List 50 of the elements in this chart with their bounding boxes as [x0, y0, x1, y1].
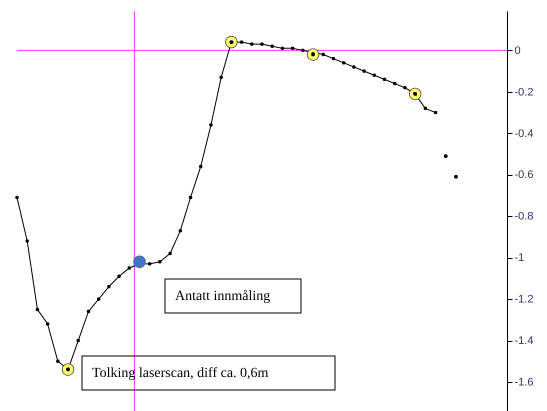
point — [444, 154, 448, 158]
point — [76, 338, 80, 342]
y-tick-label: -1.4 — [514, 335, 534, 348]
point — [362, 69, 366, 73]
point — [250, 42, 254, 46]
point — [86, 310, 90, 314]
y-tick-label: -0.4 — [514, 128, 534, 140]
point — [168, 252, 172, 256]
point — [352, 65, 356, 69]
point — [290, 46, 294, 50]
y-tick-label: 0 — [514, 44, 521, 57]
annotation: Antatt innmåling — [175, 289, 270, 304]
point — [209, 123, 213, 127]
point — [434, 110, 438, 114]
y-tick-label: -0.6 — [514, 169, 534, 182]
point — [342, 61, 346, 65]
point — [322, 52, 325, 56]
point — [158, 260, 162, 264]
point — [403, 86, 407, 90]
point — [107, 284, 111, 288]
point — [332, 56, 336, 60]
point — [382, 78, 386, 82]
point — [56, 360, 60, 363]
point — [392, 82, 396, 86]
point — [372, 74, 376, 77]
point — [219, 76, 223, 80]
point — [96, 297, 100, 301]
point — [128, 266, 132, 270]
point — [270, 44, 274, 48]
point — [188, 196, 192, 200]
point — [25, 239, 29, 243]
point — [240, 40, 244, 44]
point — [260, 42, 264, 46]
y-tick-label: -0.8 — [514, 210, 534, 223]
point — [280, 46, 284, 50]
point — [36, 308, 40, 312]
point — [454, 174, 458, 179]
point — [15, 196, 19, 200]
y-tick-label: -1 — [514, 252, 524, 264]
y-tick-label: -1.6 — [514, 376, 534, 388]
point — [148, 262, 152, 266]
point — [424, 106, 428, 110]
point — [301, 48, 305, 52]
point — [46, 322, 50, 326]
point — [133, 255, 146, 268]
point — [178, 228, 182, 232]
y-tick-label: -0.2 — [514, 86, 534, 98]
point — [199, 164, 202, 168]
point — [117, 274, 121, 278]
y-tick-label: -1.2 — [514, 294, 534, 306]
